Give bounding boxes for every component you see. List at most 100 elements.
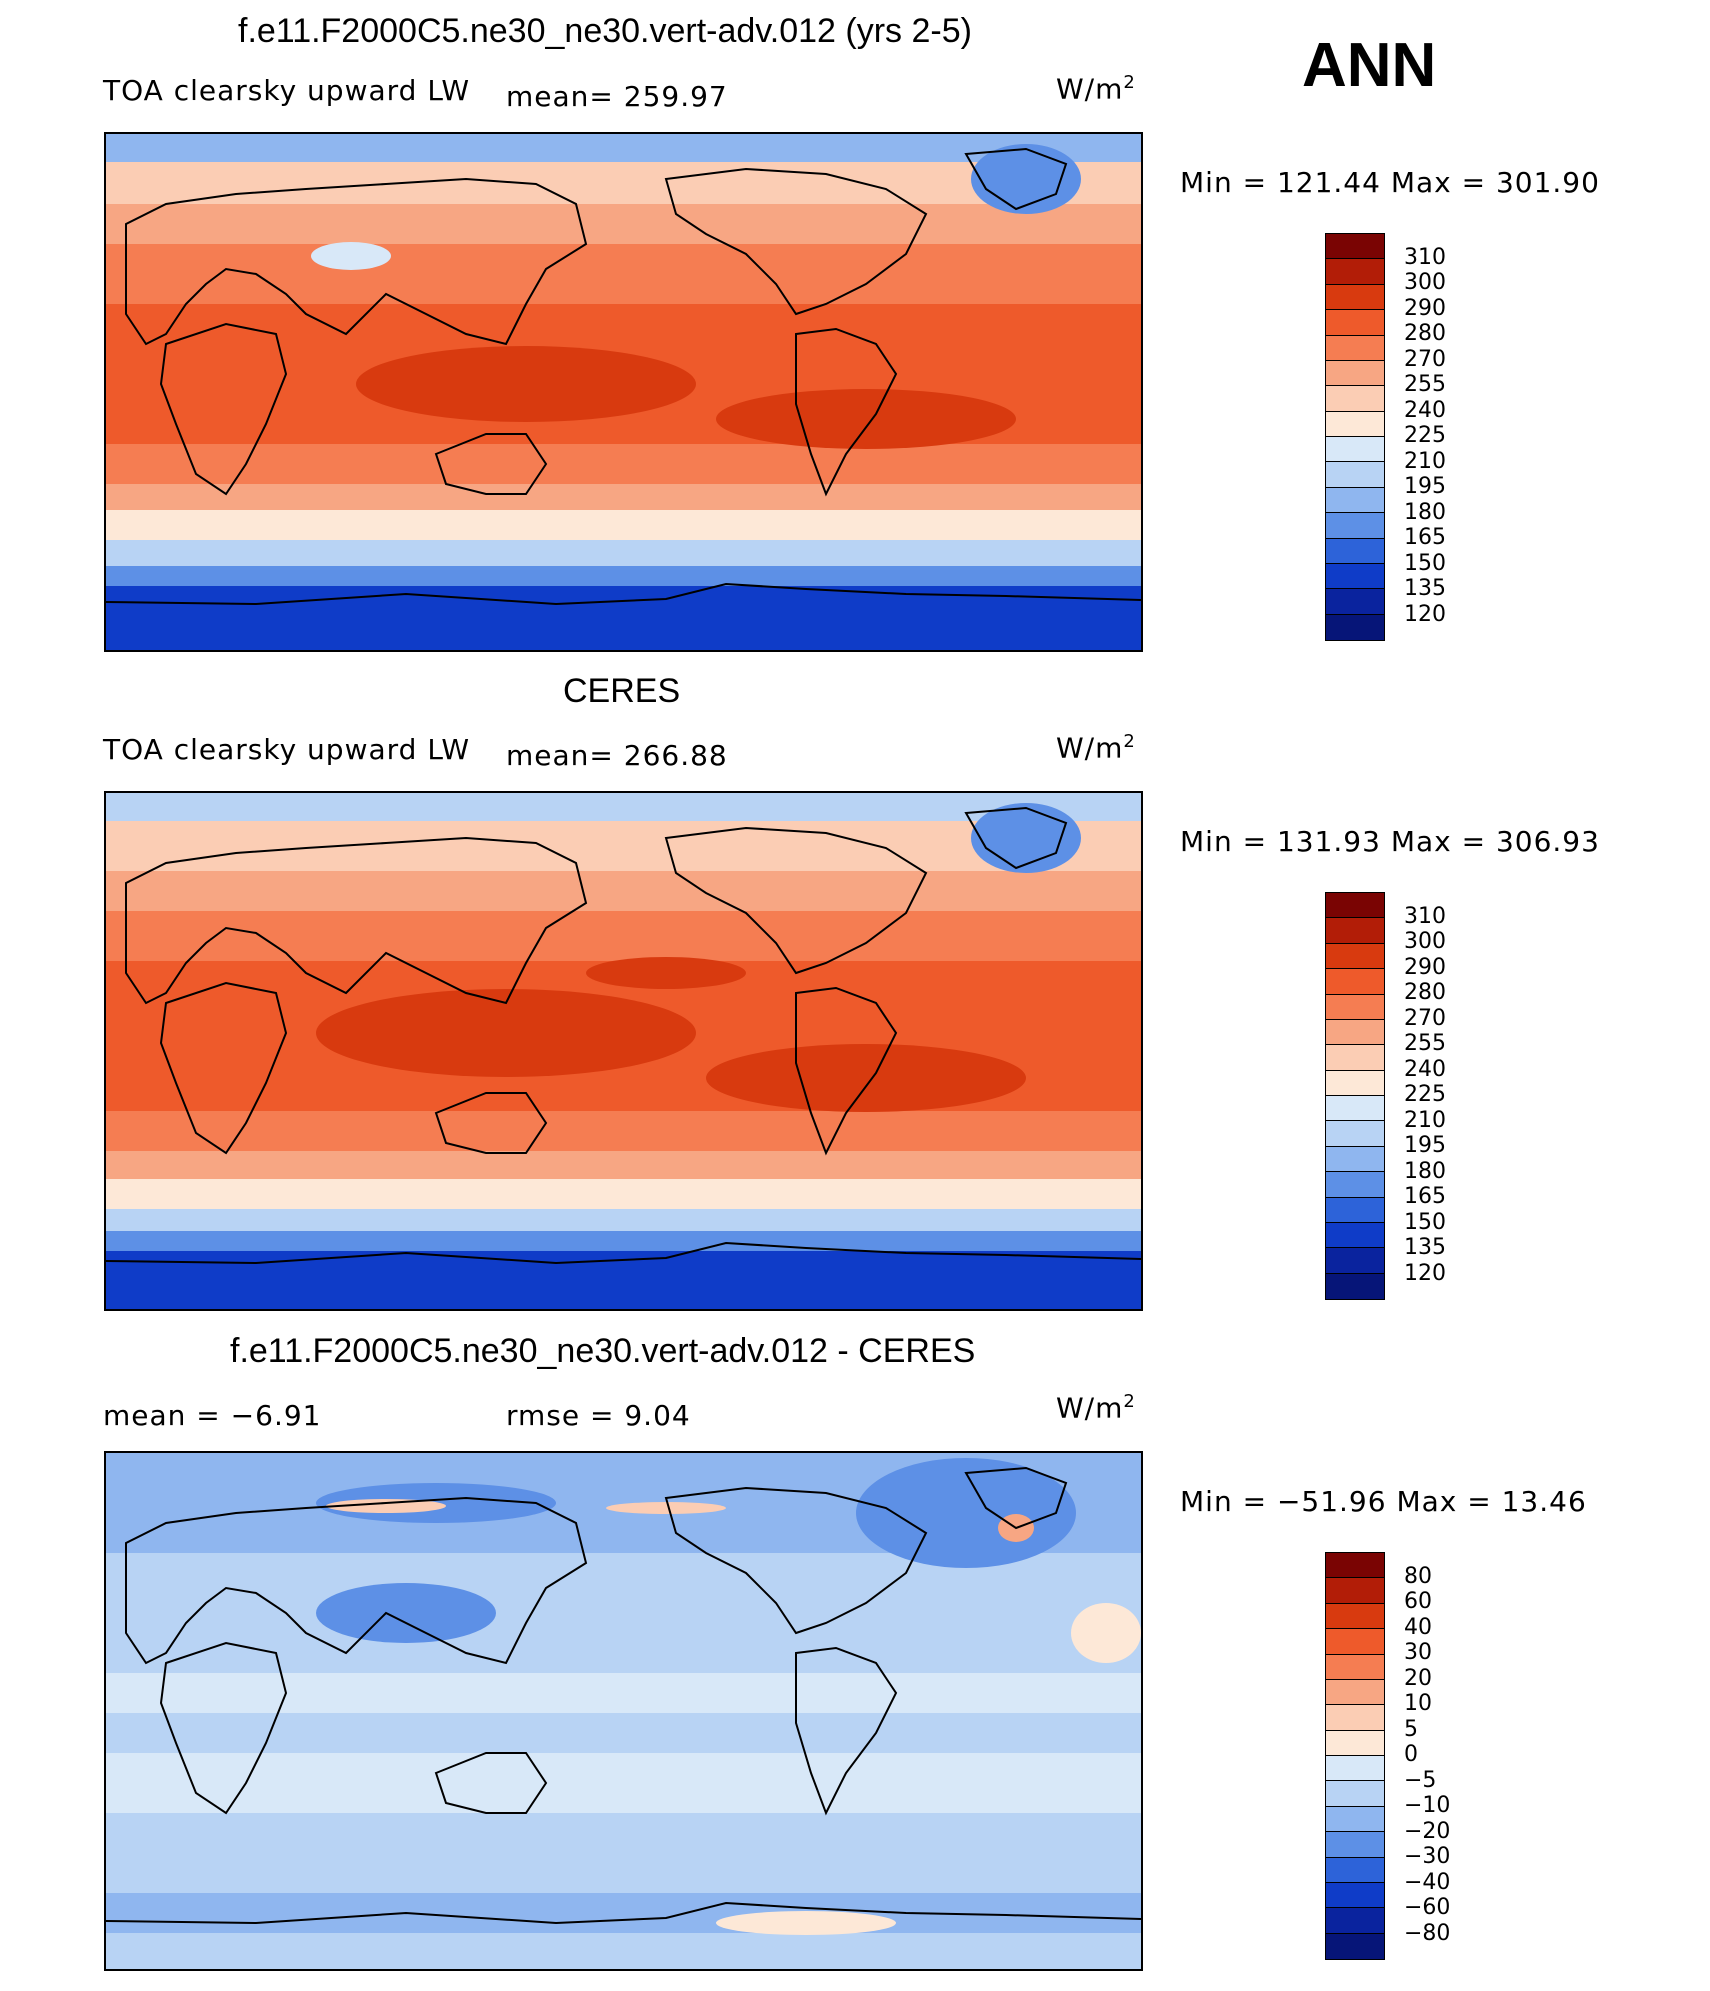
colorbar-segment — [1326, 1578, 1384, 1604]
colorbar-tick-label: 10 — [1404, 1691, 1432, 1716]
panel-3-minmax: Min = −51.96 Max = 13.46 — [1180, 1485, 1587, 1518]
greenland-cold — [971, 144, 1081, 214]
colorbar-tick-label: 255 — [1404, 1031, 1446, 1056]
colorbar-segment — [1326, 411, 1384, 437]
coastline — [795, 327, 898, 497]
colorbar-segment — [1326, 1908, 1384, 1934]
colorbar-tick-label: 195 — [1404, 1133, 1446, 1158]
colorbar-tick-label: −5 — [1404, 1768, 1437, 1793]
coastline — [434, 433, 548, 495]
colorbar-segment — [1326, 1679, 1384, 1706]
anomaly-region — [1071, 1603, 1141, 1663]
map-band — [106, 1893, 1141, 1933]
colorbar-segment — [1326, 1857, 1384, 1883]
colorbar-segment — [1326, 360, 1384, 387]
colorbar-segment — [1326, 1273, 1384, 1299]
map-band — [106, 1151, 1141, 1179]
panel-2-minmax: Min = 131.93 Max = 306.93 — [1180, 825, 1600, 858]
anomaly-region — [606, 1502, 726, 1514]
panel-1-minmax: Min = 121.44 Max = 301.90 — [1180, 166, 1600, 199]
colorbar-segment — [1326, 893, 1384, 919]
map-band — [106, 1179, 1141, 1209]
colorbar-segment — [1326, 487, 1384, 514]
coastline — [159, 1641, 288, 1815]
colorbar-tick-label: 120 — [1404, 602, 1446, 627]
colorbar-tick-label: 135 — [1404, 576, 1446, 601]
coastline — [964, 806, 1068, 870]
colorbar-tick-label: 30 — [1404, 1640, 1432, 1665]
panel-3-colorbar — [1325, 1552, 1385, 1960]
map-band — [106, 1231, 1141, 1251]
coastline — [795, 986, 898, 1156]
colorbar-segment — [1326, 1629, 1384, 1655]
coastline — [125, 1496, 588, 1665]
colorbar-segment — [1326, 1832, 1384, 1858]
colorbar-tick-label: −30 — [1404, 1844, 1451, 1869]
colorbar-segment — [1326, 1882, 1384, 1909]
colorbar-tick-label: −60 — [1404, 1895, 1451, 1920]
colorbar-tick-label: 40 — [1404, 1615, 1432, 1640]
colorbar-segment — [1326, 335, 1384, 361]
coastline — [664, 167, 928, 316]
map-band — [106, 911, 1141, 961]
colorbar-segment — [1326, 1019, 1384, 1046]
panel-1-map — [104, 132, 1143, 652]
colorbar-tick-label: 270 — [1404, 1006, 1446, 1031]
panel-2-mean-label: mean= 266.88 — [506, 739, 728, 772]
coastline — [106, 582, 1141, 606]
colorbar-segment — [1326, 1248, 1384, 1274]
colorbar-segment — [1326, 1096, 1384, 1122]
tibet-cold — [311, 242, 391, 270]
coastline — [125, 836, 588, 1005]
colorbar-tick-label: 240 — [1404, 398, 1446, 423]
colorbar-segment — [1326, 1146, 1384, 1173]
coastline — [159, 322, 288, 496]
colorbar-tick-label: −80 — [1404, 1921, 1451, 1946]
coastline — [106, 1241, 1141, 1265]
coastline — [795, 1646, 898, 1816]
colorbar-tick-label: 0 — [1404, 1742, 1418, 1767]
coastline — [125, 177, 588, 346]
warm-pool — [316, 989, 696, 1077]
colorbar-tick-label: 270 — [1404, 347, 1446, 372]
panel-3-rmse-label: rmse = 9.04 — [506, 1399, 691, 1432]
colorbar-tick-label: 280 — [1404, 980, 1446, 1005]
colorbar-segment — [1326, 1705, 1384, 1731]
colorbar-tick-label: 225 — [1404, 423, 1446, 448]
colorbar-tick-label: 165 — [1404, 1184, 1446, 1209]
colorbar-tick-label: 255 — [1404, 372, 1446, 397]
coastline — [964, 147, 1068, 211]
colorbar-tick-label: 290 — [1404, 296, 1446, 321]
map-band — [106, 162, 1141, 204]
map-band — [106, 1209, 1141, 1231]
colorbar-tick-label: 225 — [1404, 1082, 1446, 1107]
warm-pool — [356, 346, 696, 422]
colorbar-tick-label: 180 — [1404, 500, 1446, 525]
coastline — [664, 826, 928, 975]
colorbar-segment — [1326, 1933, 1384, 1959]
map-band — [106, 244, 1141, 304]
warm-pool — [706, 1044, 1026, 1112]
colorbar-tick-label: 310 — [1404, 245, 1446, 270]
colorbar-segment — [1326, 969, 1384, 995]
colorbar-segment — [1326, 1121, 1384, 1147]
panel-2-map — [104, 791, 1143, 1311]
coastline — [964, 1466, 1068, 1530]
colorbar-segment — [1326, 994, 1384, 1020]
colorbar-segment — [1326, 437, 1384, 463]
panel-1-colorbar — [1325, 233, 1385, 641]
map-band — [106, 566, 1141, 586]
anomaly-region — [326, 1499, 446, 1513]
colorbar-segment — [1326, 918, 1384, 944]
colorbar-segment — [1326, 234, 1384, 260]
colorbar-segment — [1326, 462, 1384, 488]
colorbar-segment — [1326, 386, 1384, 412]
colorbar-segment — [1326, 513, 1384, 539]
colorbar-segment — [1326, 1197, 1384, 1223]
colorbar-tick-label: 240 — [1404, 1057, 1446, 1082]
map-band — [106, 444, 1141, 484]
panel-3-units: W/m2 — [1056, 1391, 1136, 1425]
coastline — [664, 1486, 928, 1635]
panel-1-title: f.e11.F2000C5.ne30_ne30.vert-adv.012 (yr… — [238, 12, 972, 50]
colorbar-segment — [1326, 1045, 1384, 1071]
